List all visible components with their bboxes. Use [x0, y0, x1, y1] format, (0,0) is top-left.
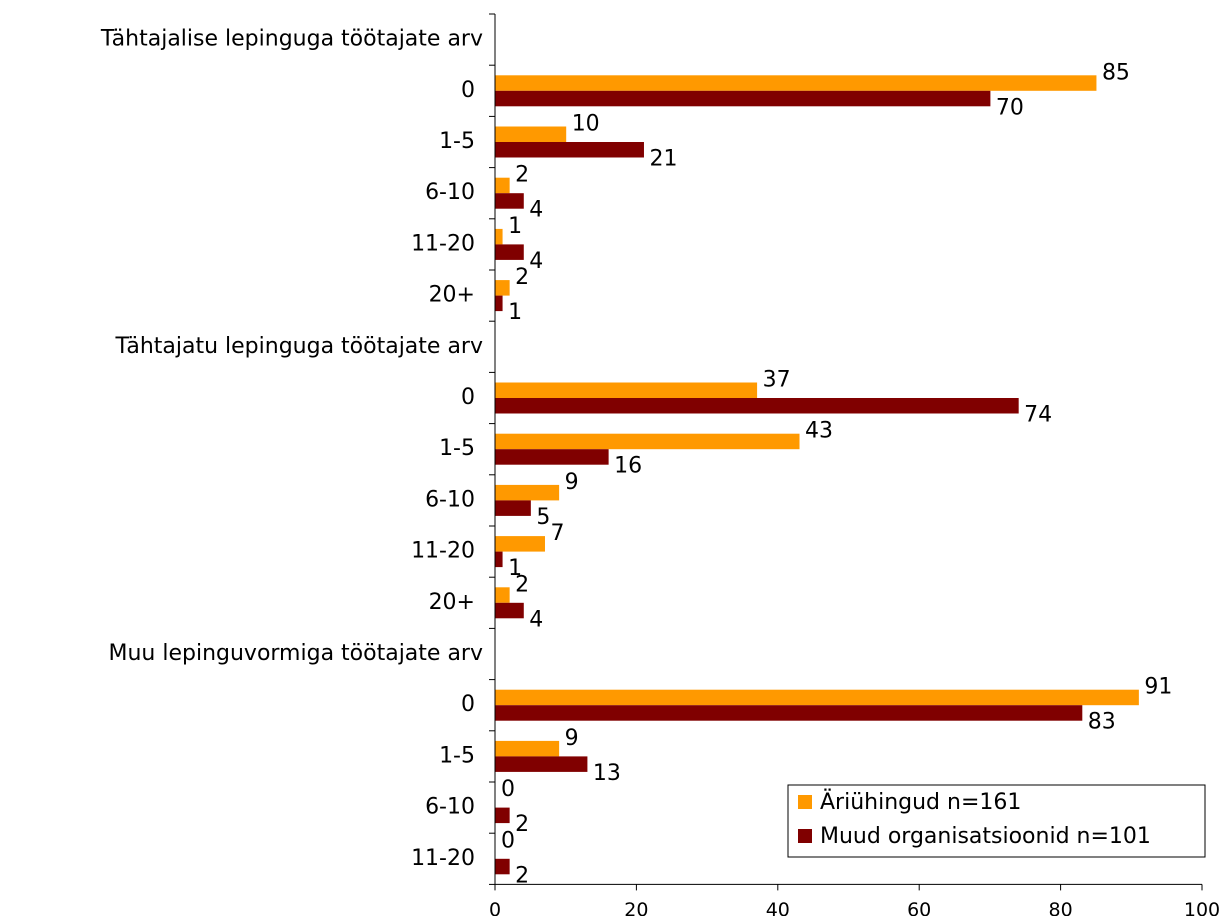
category-label: 1-5 [439, 129, 475, 154]
x-tick-label: 0 [489, 899, 501, 916]
data-label: 37 [763, 368, 791, 393]
bar [495, 500, 531, 516]
x-tick-label: 40 [766, 899, 790, 916]
bar [495, 858, 510, 875]
category-label: 0 [461, 78, 475, 103]
data-label: 83 [1088, 710, 1116, 735]
data-label: 2 [515, 163, 529, 188]
x-tick-label: 20 [624, 899, 648, 916]
x-tick-label: 100 [1184, 899, 1220, 916]
category-label: 20+ [429, 283, 475, 308]
bar [495, 689, 1139, 706]
bar [495, 484, 560, 501]
bar [495, 551, 503, 568]
category-label: 1-5 [439, 743, 475, 768]
data-label: 7 [550, 521, 564, 546]
data-label: 1 [508, 300, 522, 325]
bar [495, 382, 758, 398]
bar [495, 587, 510, 603]
group-label: Tähtajalise lepinguga töötajate arv [100, 27, 483, 52]
data-label: 1 [508, 214, 522, 239]
bar [495, 740, 560, 757]
bar [495, 602, 524, 619]
legend-swatch [798, 795, 812, 809]
data-label: 0 [501, 828, 515, 853]
category-label: 20+ [429, 590, 475, 615]
legend-entry: Äriühingud n=161 [820, 789, 1021, 815]
bar [495, 244, 524, 260]
category-label: 6-10 [425, 795, 475, 820]
bar [495, 142, 644, 158]
bar [495, 449, 609, 465]
bar [495, 280, 510, 296]
legend-box [787, 784, 1206, 858]
group-label: Tähtajatu lepinguga töötajate arv [114, 334, 483, 359]
data-label: 74 [1024, 403, 1052, 428]
bar [495, 756, 588, 772]
data-label: 4 [529, 249, 543, 274]
x-tick-label: 60 [907, 899, 931, 916]
data-label: 4 [529, 607, 543, 632]
data-label: 85 [1102, 60, 1130, 85]
category-label: 6-10 [425, 180, 475, 205]
category-label: 0 [461, 385, 475, 410]
bar [495, 398, 1019, 414]
data-label: 2 [515, 863, 529, 888]
bar [495, 75, 1097, 91]
data-label: 2 [515, 572, 529, 597]
bar [495, 228, 503, 245]
data-label: 9 [565, 726, 579, 751]
bar [495, 295, 503, 312]
bar [495, 90, 991, 107]
bar [495, 433, 800, 450]
data-label: 2 [515, 265, 529, 290]
data-label: 0 [501, 777, 515, 802]
category-label: 0 [461, 692, 475, 717]
category-label: 11-20 [411, 231, 475, 256]
bar [495, 193, 524, 209]
category-label: 11-20 [411, 539, 475, 564]
x-tick-label: 80 [1049, 899, 1073, 916]
bar [495, 536, 545, 552]
data-label: 4 [529, 198, 543, 223]
bar [495, 126, 567, 142]
bar [495, 705, 1083, 721]
category-label: 6-10 [425, 487, 475, 512]
group-label: Muu lepinguvormiga töötajate arv [108, 641, 483, 666]
legend-entry: Muud organisatsioonid n=101 [820, 824, 1151, 849]
data-label: 10 [572, 112, 600, 137]
data-label: 21 [649, 147, 677, 172]
data-label: 1 [508, 556, 522, 581]
category-label: 11-20 [411, 846, 475, 871]
data-label: 5 [536, 505, 550, 530]
data-label: 2 [515, 812, 529, 837]
data-label: 13 [593, 761, 621, 786]
data-label: 91 [1144, 675, 1172, 700]
category-label: 1-5 [439, 436, 475, 461]
data-label: 9 [565, 470, 579, 495]
bar [495, 807, 510, 824]
data-label: 43 [805, 419, 833, 444]
data-label: 16 [614, 454, 642, 479]
data-label: 70 [996, 95, 1024, 120]
legend-swatch [798, 829, 812, 843]
bar [495, 177, 510, 194]
